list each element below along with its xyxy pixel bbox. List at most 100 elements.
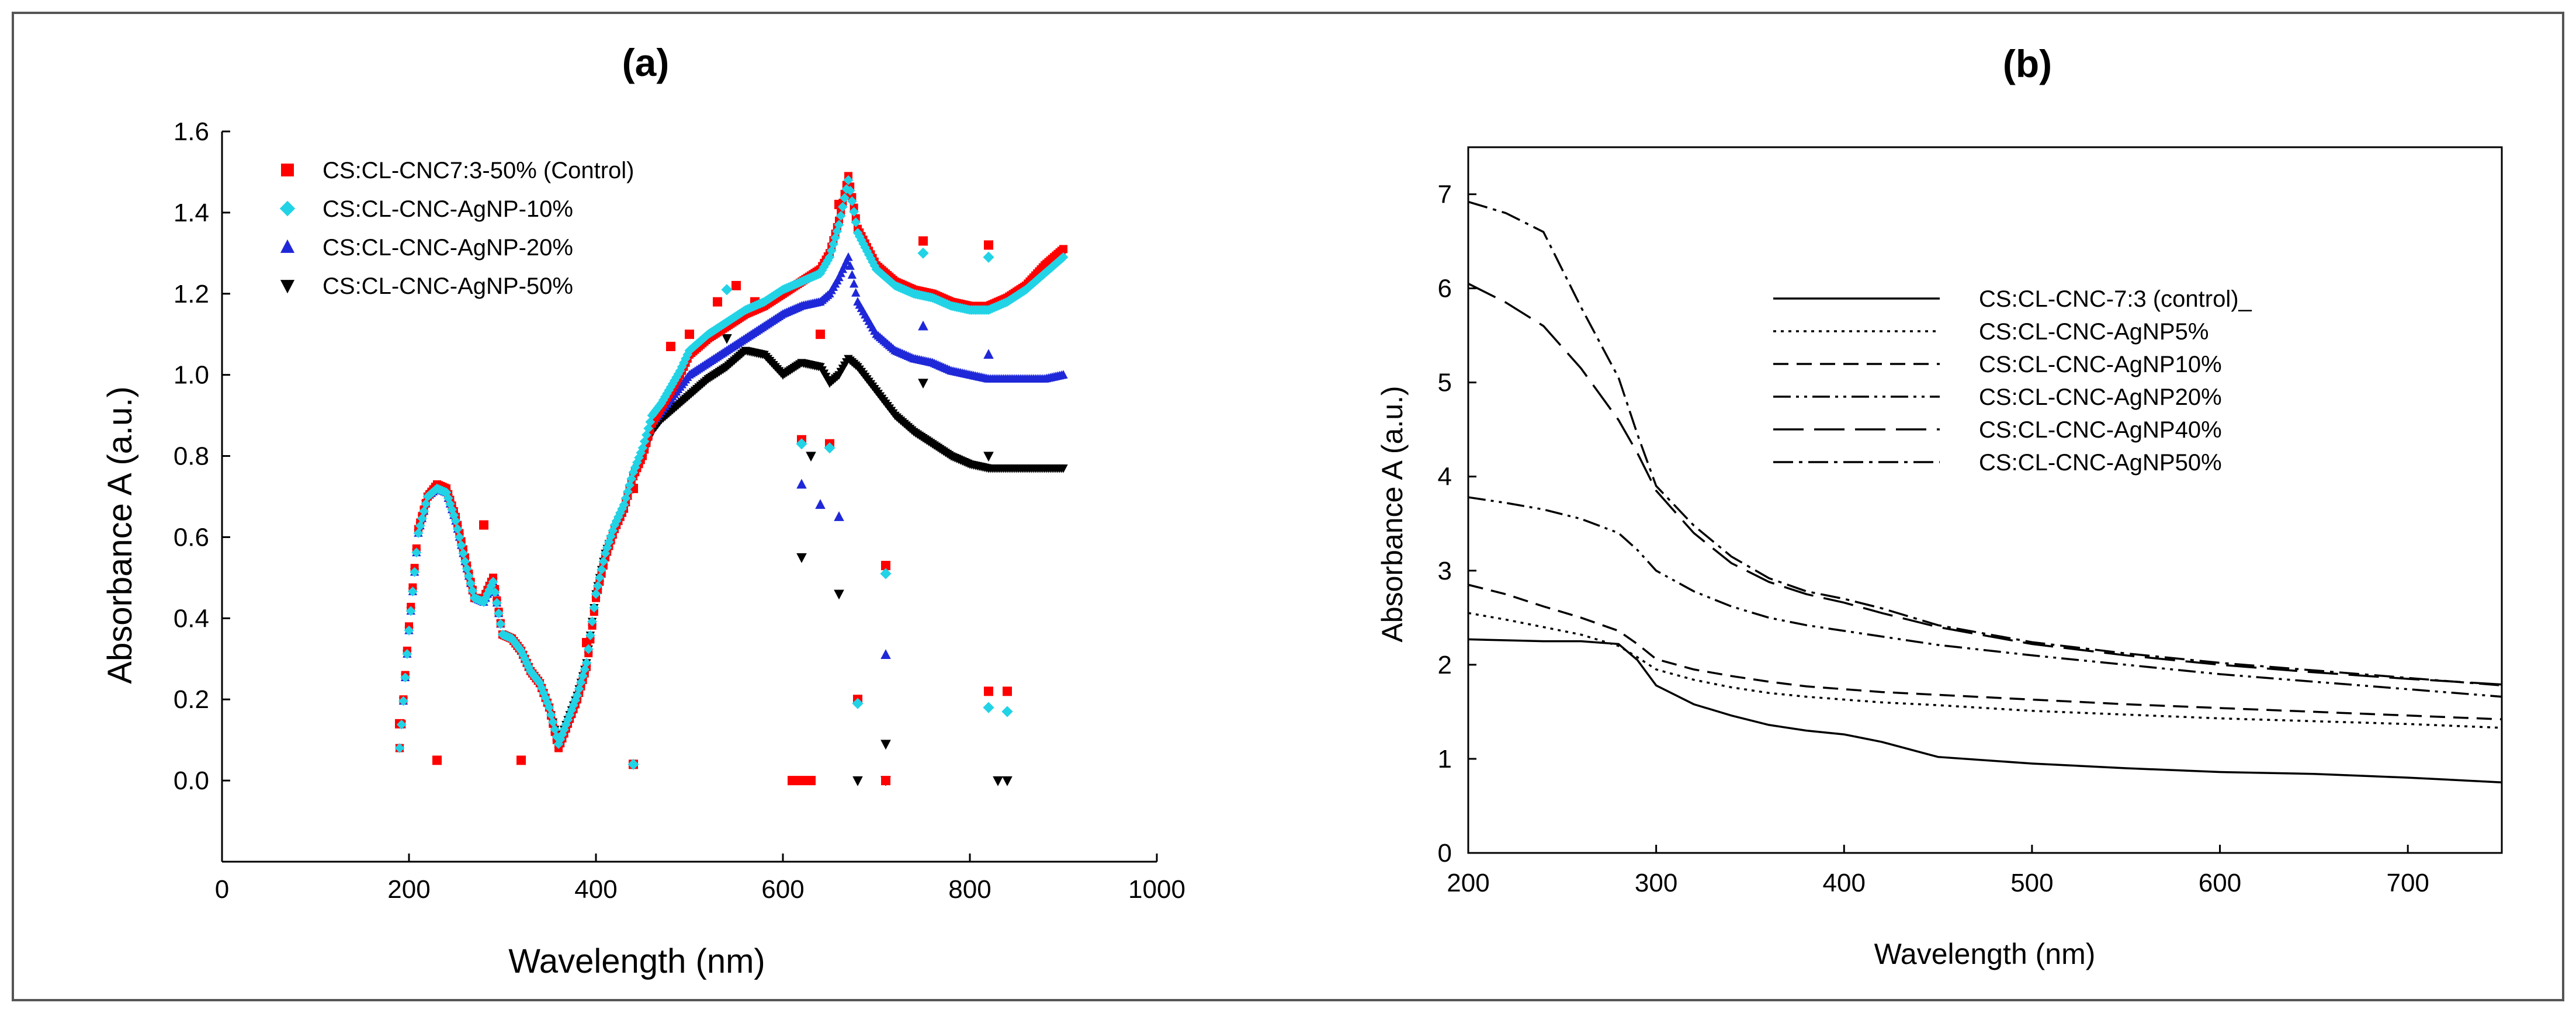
panel-a-data-point — [546, 710, 556, 720]
panel-a-data-point — [581, 658, 592, 668]
panel-a-data-point — [555, 734, 566, 744]
panel-a-data-point — [592, 581, 603, 591]
panel-a-data-point — [847, 270, 857, 279]
panel-a-xlabel: Wavelength (nm) — [508, 942, 765, 980]
panel-a-data-point — [713, 297, 722, 307]
panel-a-data-point — [490, 587, 500, 598]
panel-b-legend-label: CS:CL-CNC-7:3 (control)_ — [1979, 286, 2252, 312]
panel-a-data-point — [460, 556, 470, 567]
panel-a-data-point — [467, 585, 478, 596]
panel-b-y-tick-label: 3 — [1438, 557, 1452, 585]
panel-b-y-tick-label: 4 — [1438, 463, 1452, 491]
panel-a-data-point — [983, 452, 994, 462]
panel-b: (b) 200 300 400 500 600 700 0 1 2 3 4 5 6 7 CS:CL-CNC… — [1376, 42, 2503, 970]
panel-a-data-point — [597, 564, 606, 575]
panel-a-data-point — [544, 702, 554, 713]
panel-a-y-tick-label: 1.6 — [174, 117, 209, 146]
panel-a-data-point — [462, 564, 472, 574]
panel-a-data-point — [627, 758, 639, 770]
panel-a-data-point — [550, 724, 560, 735]
panel-a-data-point — [405, 606, 416, 616]
panel-a-y-tick-label: 1.0 — [174, 361, 209, 390]
panel-b-x-tick-label: 600 — [2199, 869, 2241, 897]
panel-b-legend-label: CS:CL-CNC-AgNP10% — [1979, 352, 2222, 377]
panel-b-x-tick-label: 300 — [1635, 869, 1677, 897]
panel-a-legend-label: CS:CL-CNC7:3-50% (Control) — [323, 158, 634, 183]
panel-a-data-point — [604, 537, 614, 547]
panel-a-data-point — [458, 548, 469, 558]
panel-a-data-point — [516, 755, 526, 765]
panel-a-data-point — [731, 280, 741, 290]
panel-a-data-point — [398, 696, 408, 706]
panel-a-data-point — [852, 698, 864, 709]
panel-a-legend-marker — [280, 280, 295, 294]
panel-b-x-tick-label: 200 — [1447, 869, 1489, 897]
panel-a-data-point — [589, 602, 599, 613]
panel-a-data-point — [658, 395, 668, 405]
panel-a-data-point — [918, 236, 928, 246]
panel-a-data-point — [1058, 252, 1069, 262]
panel-a-data-point — [591, 589, 601, 599]
panel-a-data-point — [806, 452, 816, 462]
panel-b-y-tick-label: 5 — [1438, 369, 1452, 397]
panel-b-x-tick-label: 400 — [1823, 869, 1866, 897]
panel-a-data-point — [630, 462, 640, 473]
panel-a-legend-marker — [279, 200, 296, 217]
panel-a-data-point — [660, 391, 670, 402]
panel-a-data-point — [417, 514, 427, 523]
panel-b-ylabel: Absorbance A (a.u.) — [1376, 386, 1409, 642]
panel-a-legend-label: CS:CL-CNC-AgNP-50% — [323, 273, 573, 299]
panel-a-data-point — [797, 776, 806, 786]
panel-a-data-point — [685, 329, 694, 339]
panel-a: (a) 0 200 400 600 800 1000 0.0 0.2 0.4 0.6 0.8 1.0 1… — [101, 41, 1185, 980]
panel-a-data-point — [834, 220, 844, 230]
panel-a-data-point — [788, 776, 797, 786]
panel-a-data-point — [419, 506, 429, 516]
panel-a-data-point — [880, 568, 892, 580]
panel-a-data-point — [851, 287, 861, 297]
panel-a-data-point — [1059, 370, 1068, 379]
panel-a-data-point — [662, 388, 672, 399]
panel-a-data-point — [864, 249, 874, 260]
panel-a-data-point — [408, 587, 418, 596]
panel-a-data-point — [402, 649, 412, 659]
panel-a-data-point — [595, 573, 605, 583]
panel-a-data-point — [845, 261, 855, 270]
panel-a-data-point — [466, 578, 476, 589]
panel-b-x-tick-label: 500 — [2010, 869, 2053, 897]
panel-a-y-tick-label: 0.6 — [174, 523, 209, 551]
panel-a-legend-label: CS:CL-CNC-AgNP-10% — [323, 196, 573, 222]
panel-a-data-point — [984, 240, 993, 250]
panel-a-data-point — [824, 442, 835, 454]
panel-a-x-tick-label: 800 — [948, 875, 991, 904]
figure-frame — [12, 12, 2564, 1001]
panel-a-data-point — [722, 334, 732, 344]
panel-b-series-line — [1468, 282, 2502, 686]
panel-a-data-point — [840, 193, 850, 203]
panel-a-data-point — [535, 678, 545, 688]
panel-a-data-point — [834, 511, 844, 521]
panel-a-data-point — [450, 516, 461, 526]
panel-a-data-point — [681, 353, 691, 364]
panel-a-data-point — [821, 258, 831, 269]
panel-b-series-line — [1468, 200, 2502, 687]
panel-a-data-point — [844, 252, 853, 261]
panel-a-data-point — [620, 493, 631, 504]
panel-a-data-point — [522, 658, 532, 668]
panel-b-legend-label: CS:CL-CNC-AgNP40% — [1979, 417, 2222, 443]
panel-b-y-tick-label: 1 — [1438, 745, 1452, 773]
panel-a-data-point — [576, 677, 586, 688]
panel-a-data-point — [835, 211, 846, 221]
panel-a-series-2 — [394, 175, 1069, 770]
panel-a-data-point — [1003, 686, 1012, 696]
panel-a-data-point — [849, 279, 859, 288]
panel-a-data-point — [868, 257, 878, 268]
panel-a-data-point — [396, 719, 407, 730]
panel-a-data-point — [488, 577, 498, 587]
panel-a-x-tick-label: 600 — [761, 875, 804, 904]
panel-a-title: (a) — [622, 41, 670, 84]
panel-a-data-point — [410, 567, 419, 577]
panel-a-data-point — [400, 672, 410, 683]
panel-a-data-point — [495, 619, 506, 629]
panel-a-data-point — [721, 284, 733, 296]
